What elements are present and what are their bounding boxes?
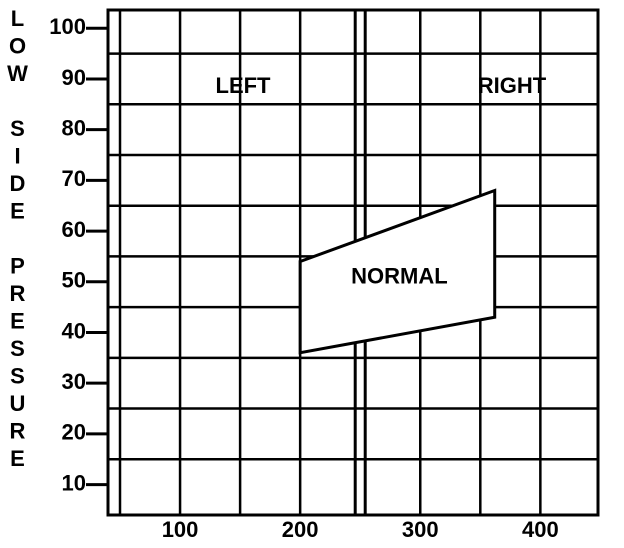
y-tick-label: 70 [62, 166, 86, 191]
y-tick-label: 40 [62, 318, 86, 343]
y-axis-label: LOW SIDE PRESSURE [5, 6, 30, 474]
annotation: RIGHT [478, 73, 547, 98]
y-tick-label: 100 [49, 14, 86, 39]
y-tick-label: 20 [62, 420, 86, 445]
annotation: LEFT [216, 73, 272, 98]
x-tick-label: 100 [162, 517, 199, 542]
x-tick-label: 300 [402, 517, 439, 542]
plot-frame [106, 8, 600, 517]
y-tick-label: 50 [62, 268, 86, 293]
y-tick-label: 30 [62, 369, 86, 394]
y-tick-label: 10 [62, 470, 86, 495]
region-label: NORMAL [351, 263, 448, 288]
y-tick-label: 60 [62, 217, 86, 242]
region [298, 188, 497, 355]
x-tick-label: 200 [282, 517, 319, 542]
x-tick-label: 400 [522, 517, 559, 542]
y-tick-label: 90 [62, 65, 86, 90]
y-tick-label: 80 [62, 115, 86, 140]
